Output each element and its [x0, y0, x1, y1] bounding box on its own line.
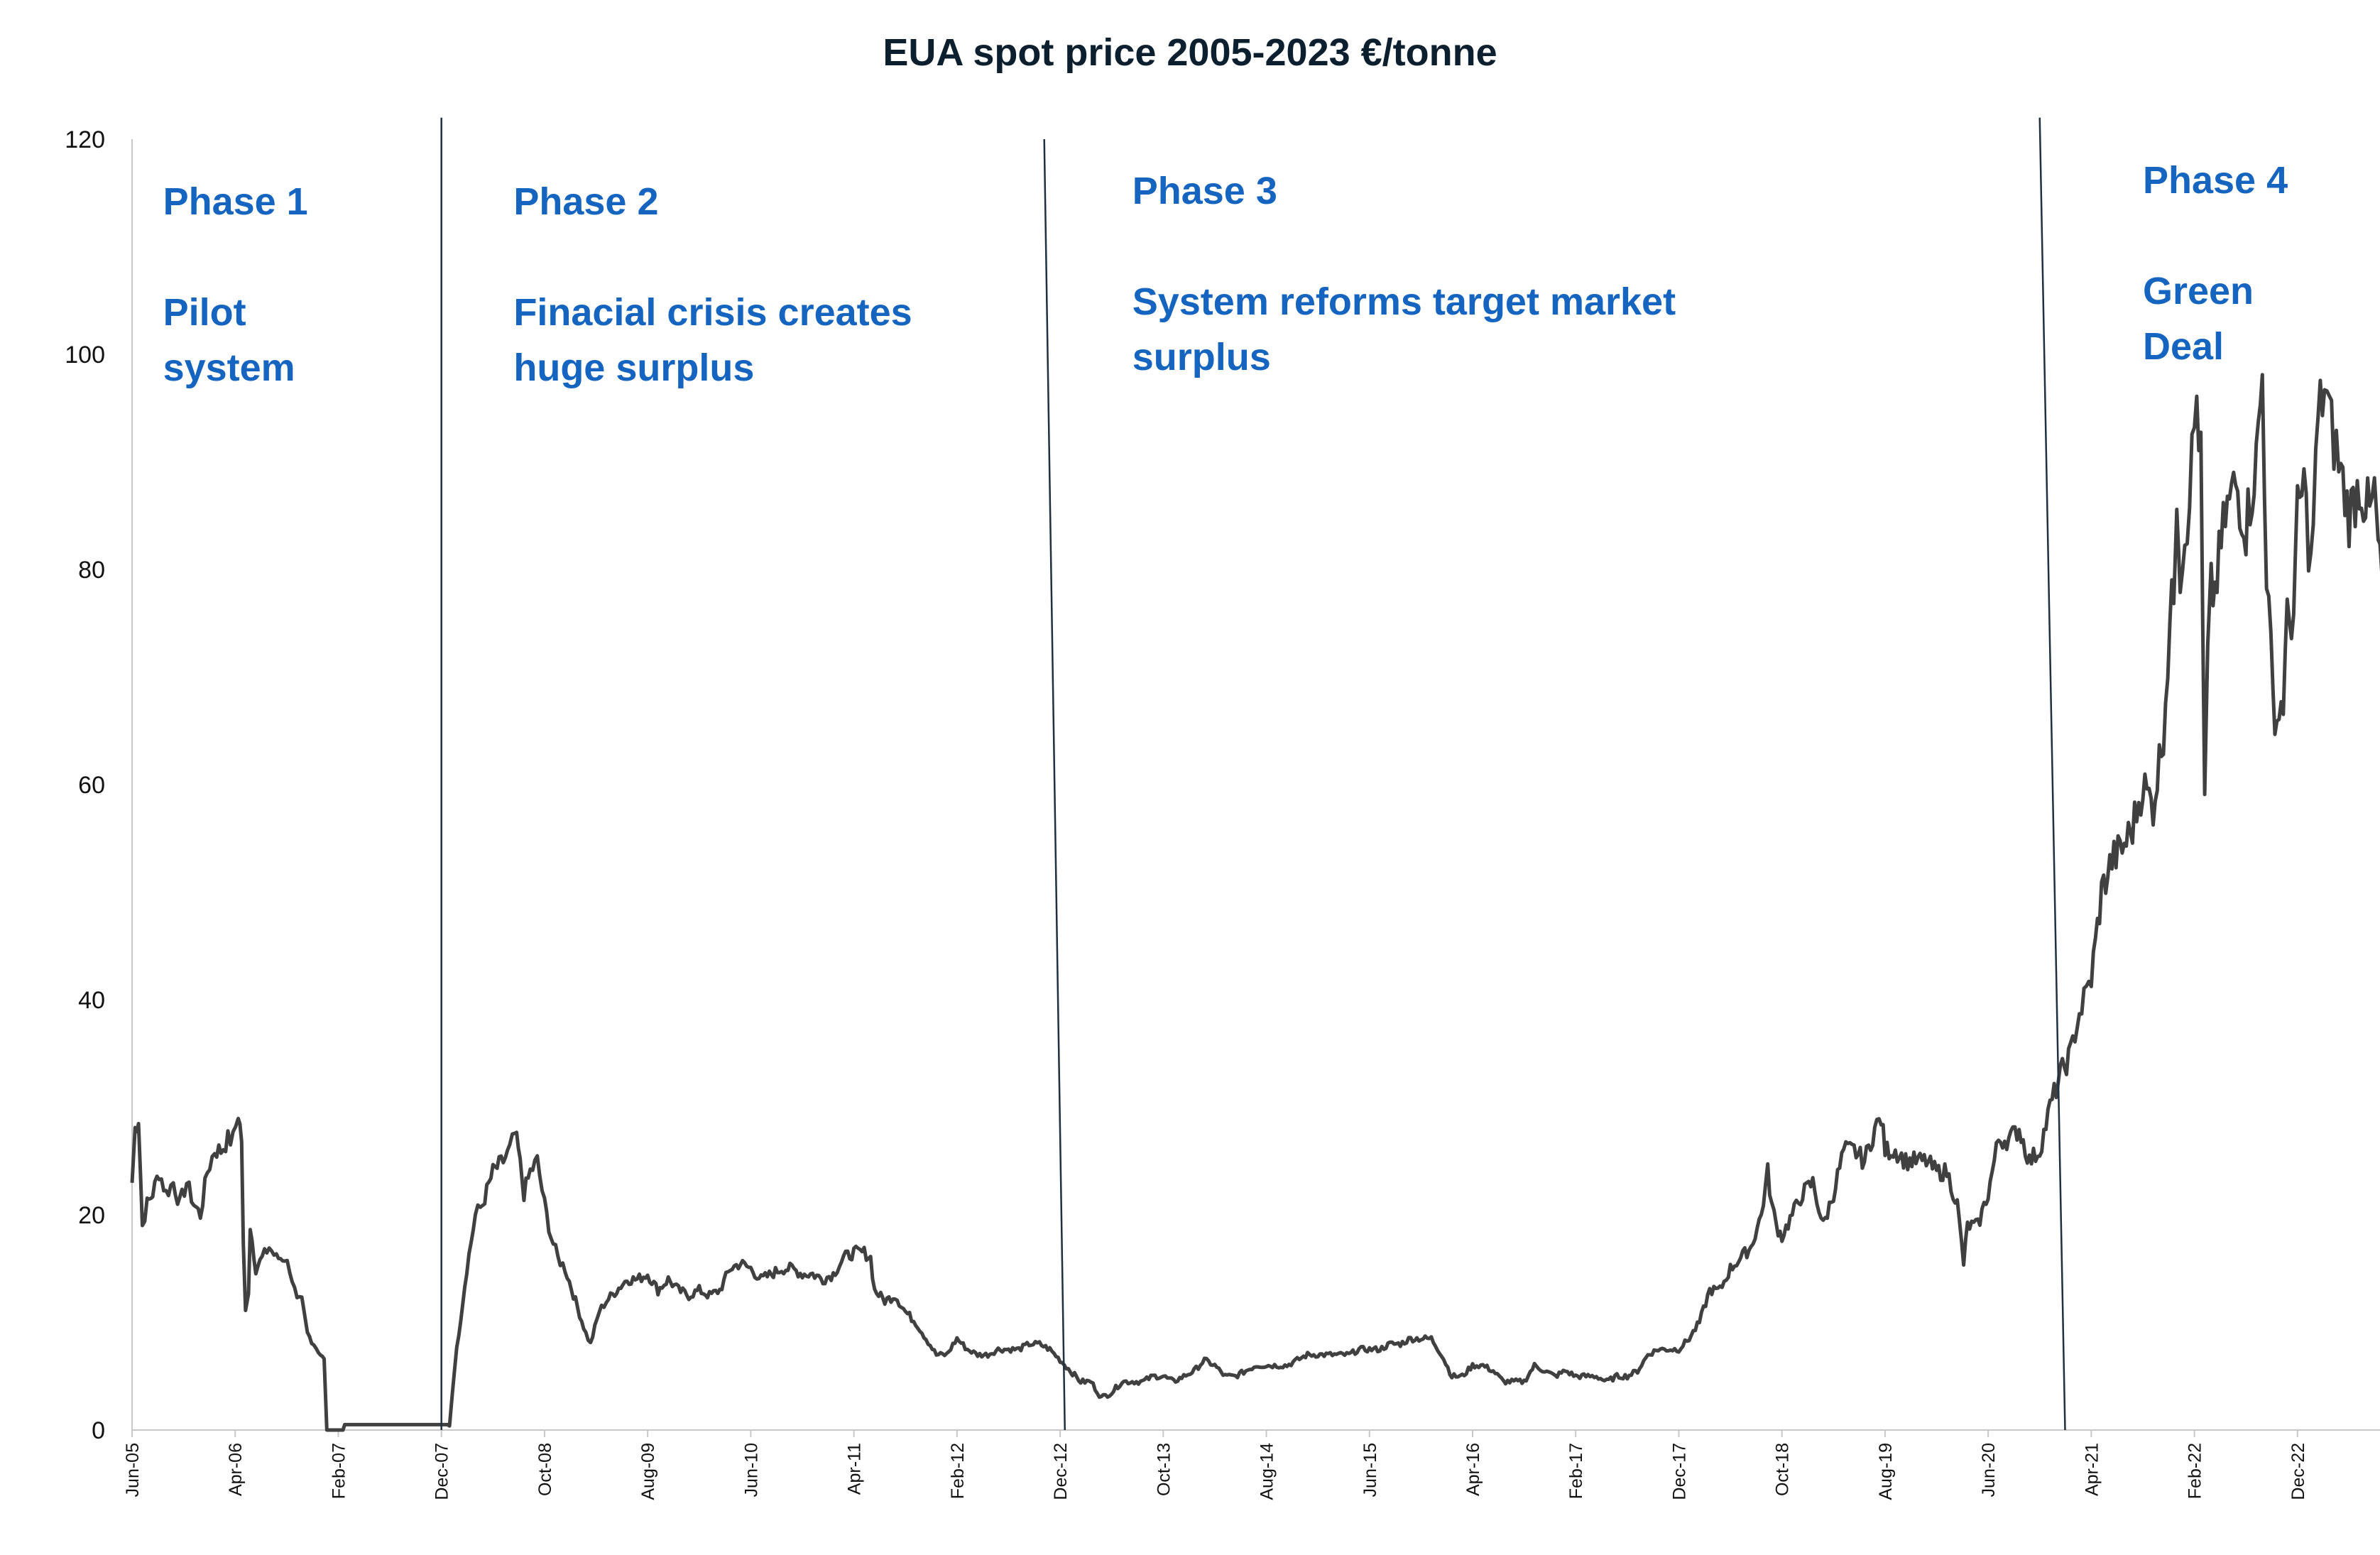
phase-2-text: Phase 2 — [513, 180, 658, 223]
phase-4-text: Deal — [2143, 325, 2224, 368]
phase-1-text: Pilot — [163, 291, 246, 334]
chart-title: EUA spot price 2005-2023 €/tonne — [883, 31, 1497, 74]
y-tick-label: 80 — [78, 557, 105, 584]
x-tick-label: Apr-11 — [845, 1443, 865, 1495]
x-tick-label: Jun-15 — [1360, 1443, 1380, 1497]
x-tick-label: Dec-17 — [1669, 1443, 1689, 1500]
x-tick-label: Oct-08 — [535, 1443, 555, 1496]
phase-3-text: Phase 3 — [1132, 170, 1277, 212]
x-tick-label: Feb-22 — [2185, 1443, 2205, 1499]
phase-annotations: Phase 1 Pilot system Phase 2 Finacial crisis… — [163, 159, 2288, 389]
y-axis-ticks: 0 20 40 60 80 100 120 — [65, 126, 105, 1444]
x-tick-label: Jun-05 — [123, 1443, 143, 1497]
y-tick-label: 100 — [65, 342, 105, 369]
y-tick-label: 60 — [78, 772, 105, 799]
x-tick-label: Apr-16 — [1463, 1443, 1483, 1496]
y-tick-label: 20 — [78, 1202, 105, 1229]
phase-divider-3 — [2038, 117, 2066, 1431]
x-tick-label: Aug-19 — [1876, 1443, 1896, 1500]
phase-4-text: Green — [2143, 270, 2254, 312]
phase-4-text: Phase 4 — [2143, 159, 2288, 202]
phase-dividers — [440, 117, 2066, 1431]
axes — [131, 139, 2380, 1431]
x-tick-label: Oct-13 — [1154, 1443, 1174, 1496]
x-tick-label: Feb-07 — [329, 1443, 349, 1499]
x-tick-label: Dec-22 — [2288, 1443, 2308, 1500]
x-tick-label: Dec-12 — [1051, 1443, 1071, 1500]
phase-1-text: system — [163, 347, 295, 389]
y-tick-label: 120 — [65, 126, 105, 153]
x-tick-label: Aug-09 — [638, 1443, 658, 1500]
series-line-0 — [130, 373, 2380, 1432]
price-series — [130, 373, 2380, 1432]
phase-2-text: Finacial crisis creates — [513, 291, 912, 334]
x-tick-label: Feb-17 — [1566, 1443, 1586, 1499]
x-tick-label: Jun-10 — [741, 1443, 761, 1497]
y-tick-label: 0 — [92, 1417, 105, 1444]
x-axis-ticks: Jun-05 Apr-06 Feb-07 Dec-07 Oct-08 Aug-09 Jun-… — [123, 1430, 2308, 1500]
x-tick-label: Apr-06 — [226, 1443, 246, 1496]
phase-2-text: huge surplus — [513, 347, 754, 389]
x-tick-label: Jun-20 — [1979, 1443, 1999, 1497]
x-tick-label: Oct-18 — [1773, 1443, 1793, 1496]
y-tick-label: 40 — [78, 987, 105, 1014]
phase-3-text: surplus — [1132, 336, 1271, 378]
x-tick-label: Feb-12 — [948, 1443, 968, 1499]
phase-1-text: Phase 1 — [163, 180, 308, 223]
phase-divider-2 — [1043, 138, 1066, 1431]
x-tick-label: Dec-07 — [432, 1443, 452, 1500]
x-tick-label: Apr-21 — [2082, 1443, 2102, 1496]
x-tick-label: Aug-14 — [1257, 1443, 1277, 1500]
phase-3-text: System reforms target market — [1132, 280, 1676, 323]
